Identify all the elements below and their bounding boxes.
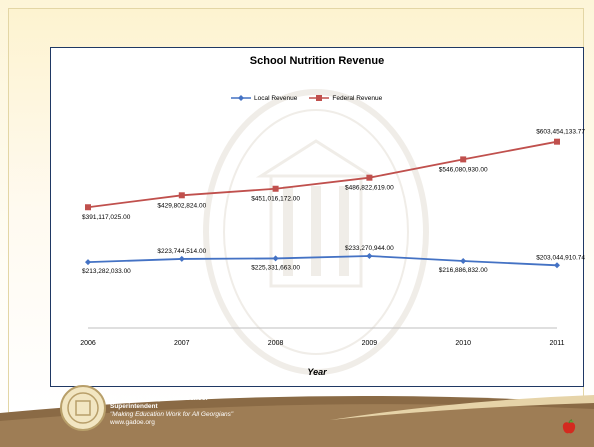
superintendent-title: Superintendent (110, 403, 158, 410)
data-label: $223,744,514.00 (157, 248, 206, 255)
footer-band (0, 395, 594, 447)
data-label: $225,331,663.00 (251, 264, 300, 271)
federal-revenue-point (460, 156, 467, 163)
federal-revenue-point (85, 204, 91, 211)
data-label: $546,080,930.00 (439, 166, 488, 173)
data-label: $486,822,619.00 (345, 185, 394, 192)
local-revenue-point (366, 252, 373, 259)
gadoe-logo-icon (60, 385, 106, 431)
data-label: $451,016,172.00 (251, 196, 300, 203)
x-axis-title: Year (307, 367, 327, 377)
legend-marker-federal (309, 95, 330, 101)
superintendent-name: Dr. John D. Barge, State School (110, 395, 208, 402)
local-revenue-line (87, 255, 558, 267)
footer-url[interactable]: www.gadoe.org (110, 419, 155, 426)
local-revenue-point (272, 255, 279, 262)
chart-plot: 2006 2007 2008 2009 2010 2011 $213,282,033.00 $… (80, 129, 585, 347)
local-revenue-point (554, 262, 560, 269)
chart-title: School Nutrition Revenue (249, 55, 385, 67)
local-revenue-point (460, 258, 467, 265)
legend-label-local: Local Revenue (254, 94, 298, 102)
x-tick-label: 2006 (80, 340, 96, 347)
chart-container: School Nutrition Revenue Local Revenue F… (50, 47, 585, 387)
data-label: $213,282,033.00 (82, 268, 131, 275)
data-label: $603,454,133.77 (536, 129, 585, 136)
federal-revenue-point (272, 185, 279, 192)
chart-legend: Local Revenue Federal Revenue (231, 92, 382, 104)
data-label: $429,802,824.00 (157, 202, 206, 209)
data-label: $233,270,944.00 (345, 245, 394, 252)
legend-marker-local (231, 95, 251, 101)
x-tick-label: 2008 (268, 340, 284, 347)
data-label: $216,886,832.00 (439, 267, 488, 274)
data-label: $391,117,025.00 (82, 214, 131, 221)
footer-quote: "Making Education Work for All Georgians… (110, 411, 234, 418)
federal-revenue-point (178, 192, 185, 199)
apple-icon (562, 419, 576, 434)
x-tick-label: 2007 (174, 340, 190, 347)
x-tick-label: 2010 (455, 340, 471, 347)
data-label: $203,044,910.74 (536, 254, 585, 261)
footer-text: Dr. John D. Barge, State School Superint… (110, 395, 233, 427)
x-tick-label: 2011 (549, 340, 564, 347)
local-revenue-point (85, 259, 91, 266)
legend-item-local: Local Revenue (231, 94, 297, 102)
federal-revenue-point (366, 174, 373, 181)
georgia-seal-watermark (203, 89, 429, 375)
x-tick-label: 2009 (362, 340, 378, 347)
legend-item-federal: Federal Revenue (309, 94, 382, 102)
local-revenue-point (178, 255, 185, 262)
legend-label-federal: Federal Revenue (332, 94, 383, 102)
federal-revenue-point (554, 138, 560, 145)
federal-revenue-line (87, 140, 558, 209)
